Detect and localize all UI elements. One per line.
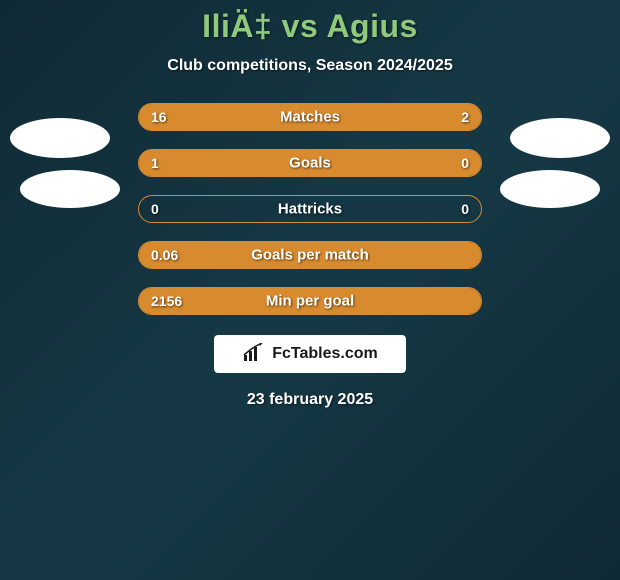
bar-left bbox=[139, 104, 399, 130]
bar-container: 0 Hattricks 0 bbox=[138, 195, 482, 223]
bar-container: 0.06 Goals per match bbox=[138, 241, 482, 269]
stat-value-right: 2 bbox=[461, 109, 469, 125]
main-container: IliÄ‡ vs Agius Club competitions, Season… bbox=[0, 0, 620, 409]
stat-row-hattricks: 0 Hattricks 0 bbox=[0, 195, 620, 223]
stat-label: Min per goal bbox=[266, 293, 354, 310]
stat-label: Goals per match bbox=[251, 247, 369, 264]
stat-label: Hattricks bbox=[278, 201, 342, 218]
stat-label: Goals bbox=[289, 155, 331, 172]
stats-area: 16 Matches 2 1 Goals 0 0 Hattricks 0 bbox=[0, 103, 620, 315]
date-text: 23 february 2025 bbox=[247, 391, 373, 409]
fctables-logo[interactable]: FcTables.com bbox=[214, 335, 406, 373]
stat-value-right: 0 bbox=[461, 155, 469, 171]
bar-container: 2156 Min per goal bbox=[138, 287, 482, 315]
logo-text: FcTables.com bbox=[272, 345, 378, 363]
stat-label: Matches bbox=[280, 109, 340, 126]
bar-container: 16 Matches 2 bbox=[138, 103, 482, 131]
stat-row-goals-per-match: 0.06 Goals per match bbox=[0, 241, 620, 269]
stat-row-min-per-goal: 2156 Min per goal bbox=[0, 287, 620, 315]
stat-value-left: 16 bbox=[151, 109, 167, 125]
stat-value-left: 0 bbox=[151, 201, 159, 217]
page-title: IliÄ‡ vs Agius bbox=[202, 8, 418, 45]
stat-value-left: 1 bbox=[151, 155, 159, 171]
chart-icon bbox=[242, 345, 266, 363]
stat-value-left: 2156 bbox=[151, 293, 182, 309]
page-subtitle: Club competitions, Season 2024/2025 bbox=[167, 57, 452, 75]
bar-container: 1 Goals 0 bbox=[138, 149, 482, 177]
stat-value-left: 0.06 bbox=[151, 247, 178, 263]
stat-row-goals: 1 Goals 0 bbox=[0, 149, 620, 177]
stat-row-matches: 16 Matches 2 bbox=[0, 103, 620, 131]
stat-value-right: 0 bbox=[461, 201, 469, 217]
